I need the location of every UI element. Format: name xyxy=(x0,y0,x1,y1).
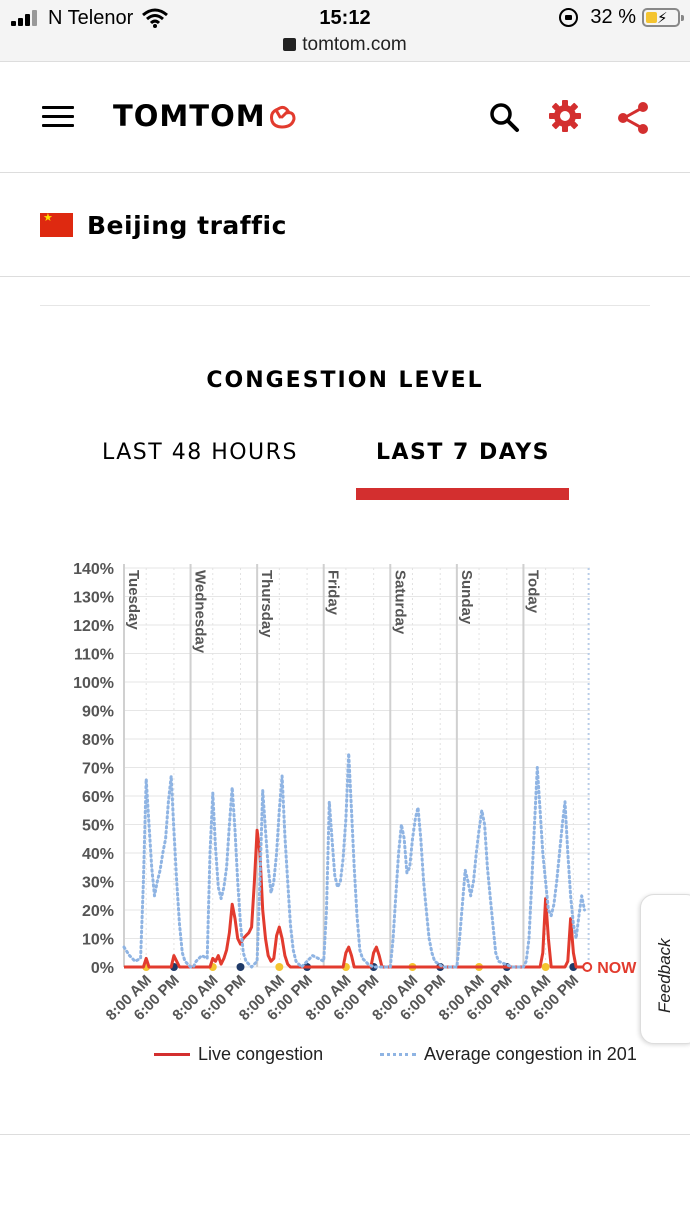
active-tab-indicator xyxy=(356,488,569,500)
feedback-button[interactable]: Feedback xyxy=(640,894,690,1044)
top-nav: TOMTOM xyxy=(0,63,690,173)
day-label: Friday xyxy=(325,570,342,616)
search-icon[interactable] xyxy=(488,101,520,133)
section-title: CONGESTION LEVEL xyxy=(206,368,484,393)
y-tick-label: 120% xyxy=(73,618,114,635)
city-header: Beijing traffic xyxy=(0,174,690,277)
battery-percent: 32 % xyxy=(590,6,636,28)
day-label: Thursday xyxy=(258,570,275,638)
day-label: Saturday xyxy=(391,570,408,635)
signal-icon xyxy=(11,10,41,26)
now-label: NOW xyxy=(597,960,637,977)
y-tick-label: 50% xyxy=(82,818,114,835)
live-congestion-line xyxy=(124,828,588,969)
day-label: Sunday xyxy=(458,570,475,625)
congestion-chart: 140% 130% 120% 110% 100% 90% 80% 70% 60% 50% 40% 30… xyxy=(73,561,637,1024)
url-bar[interactable]: tomtom.com xyxy=(0,34,690,56)
y-tick-label: 140% xyxy=(73,561,114,578)
y-tick-label: 100% xyxy=(73,675,114,692)
url-text: tomtom.com xyxy=(302,34,407,55)
time-marker xyxy=(236,963,245,971)
y-tick-label: 0% xyxy=(91,960,114,977)
average-congestion-line xyxy=(122,751,586,969)
logo-text: TOMTOM xyxy=(113,99,266,133)
legend-live-swatch xyxy=(154,1053,190,1056)
tomtom-hand-icon xyxy=(269,105,296,129)
y-tick-label: 40% xyxy=(82,846,114,863)
hamburger-icon[interactable] xyxy=(42,106,74,128)
y-tick-label: 130% xyxy=(73,590,114,607)
china-flag-icon xyxy=(40,211,73,237)
legend-live-label: Live congestion xyxy=(198,1044,324,1064)
now-marker xyxy=(582,962,593,972)
divider xyxy=(0,1134,690,1135)
y-tick-label: 90% xyxy=(82,704,114,721)
y-tick-label: 10% xyxy=(82,932,114,949)
y-tick-label: 110% xyxy=(74,647,114,664)
divider xyxy=(40,305,650,306)
y-tick-label: 70% xyxy=(82,761,114,778)
carrier-name: N Telenor xyxy=(48,7,134,29)
y-tick-label: 80% xyxy=(82,732,114,749)
tab-last-7-days[interactable]: LAST 7 DAYS xyxy=(376,440,550,465)
time-marker xyxy=(541,963,550,971)
time-marker xyxy=(275,963,284,971)
tomtom-logo[interactable]: TOMTOM xyxy=(113,99,296,133)
day-label: Today xyxy=(524,570,541,614)
rotation-lock-icon xyxy=(559,8,579,27)
y-tick-label: 60% xyxy=(82,789,114,806)
y-tick-label: 20% xyxy=(82,903,114,920)
legend-live: Live congestion xyxy=(154,1044,323,1065)
legend-average-swatch xyxy=(380,1053,416,1056)
status-right: 32 % ⚡ xyxy=(559,6,684,29)
lock-icon xyxy=(283,38,297,51)
wifi-icon xyxy=(142,8,168,28)
battery-icon: ⚡ xyxy=(642,8,684,27)
legend-average-label: Average congestion in 201 xyxy=(424,1044,637,1064)
tab-last-48-hours[interactable]: LAST 48 HOURS xyxy=(102,440,298,465)
day-label: Tuesday xyxy=(125,570,142,630)
share-icon[interactable] xyxy=(616,101,650,135)
page-title: Beijing traffic xyxy=(87,211,287,240)
gear-icon[interactable] xyxy=(548,99,582,133)
legend-average: Average congestion in 201 xyxy=(380,1044,650,1065)
status-bar: N Telenor 15:12 tomtom.com 32 % ⚡ xyxy=(0,0,690,62)
day-label: Wednesday xyxy=(192,570,209,654)
clock: 15:12 xyxy=(319,7,371,29)
feedback-label: Feedback xyxy=(655,938,674,1013)
y-tick-label: 30% xyxy=(82,875,114,892)
